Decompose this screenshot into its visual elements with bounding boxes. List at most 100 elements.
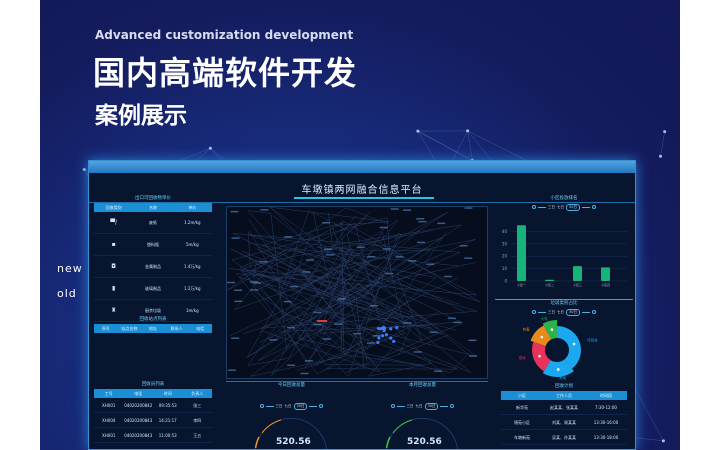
- metal-icon: ◘: [111, 263, 117, 270]
- map-place-label: [284, 236, 293, 238]
- toggle-3day[interactable]: 三日: [548, 204, 556, 209]
- toggle-30day[interactable]: 30日: [424, 402, 439, 410]
- toggle-30day[interactable]: 30日: [566, 308, 580, 316]
- dashboard-header: 车墩镇两网融合信息平台: [89, 173, 635, 203]
- bar-chart-title: 小区投放排名: [550, 196, 578, 201]
- map-place-label: [434, 370, 443, 372]
- segment-marker: [550, 328, 554, 331]
- map-road: [233, 218, 368, 363]
- table-row: ♜ 厨余垃圾 1m/kg: [94, 300, 212, 322]
- map-road: [242, 212, 462, 335]
- header-cell: 电话: [196, 326, 205, 331]
- map-road: [240, 232, 457, 377]
- header-cell: 序号: [101, 326, 110, 331]
- station-marker[interactable]: [389, 336, 393, 340]
- hero-background: Advanced customization development 国内高端软…: [40, 0, 680, 450]
- map-place-label: [426, 263, 435, 266]
- toggle-3day[interactable]: 三日: [548, 309, 556, 314]
- map-place-label: [469, 355, 478, 357]
- dashboard-title: 车墩镇两网融合信息平台: [301, 185, 423, 196]
- station-marker[interactable]: [376, 340, 380, 344]
- map-place-label: [326, 254, 335, 256]
- gauges-panel: 今日回收总量 三日 七日 30日 520.56 本月回收总量 三日 七日 30日 520.56: [226, 381, 488, 449]
- bar-chart-range-toggle[interactable]: 三日 七日 30日: [495, 203, 633, 211]
- toggle-7day[interactable]: 七日: [284, 403, 292, 408]
- donut-segment: [530, 325, 552, 347]
- map-place-label: [429, 331, 438, 334]
- bar-chart-panel: 小区投放排名 三日 七日 30日 0 10 20 30 40 小区一 小区二 小区三 小区四: [495, 195, 633, 299]
- table-row: 新华苑 赵某某、张某某 7:30-12:00: [501, 400, 627, 415]
- table-cell: 04020200843: [124, 418, 153, 423]
- paper-icon: ▀/: [110, 219, 117, 226]
- map-place-label: [337, 298, 346, 300]
- map-place-label: [269, 339, 278, 341]
- gauge-range-toggle[interactable]: 三日 七日 30日: [357, 402, 488, 410]
- map-place-label: [305, 259, 314, 261]
- station-marker[interactable]: [380, 334, 385, 338]
- item-name: 金属制品: [144, 264, 161, 269]
- map-place-label: [250, 289, 259, 291]
- toggle-3day[interactable]: 三日: [406, 403, 414, 408]
- map-road: [247, 210, 447, 350]
- map-place-label: [367, 256, 376, 258]
- donut-label: 厨余: [519, 355, 527, 360]
- map-view[interactable]: [226, 206, 488, 379]
- header-cell: 时间段: [600, 393, 612, 398]
- side-label-old: old: [57, 287, 77, 300]
- gauge-arc: [254, 417, 328, 449]
- gauge-title: 本月回收总量: [409, 383, 436, 388]
- map-place-label: [230, 210, 239, 213]
- toggle-3day[interactable]: 三日: [275, 403, 283, 408]
- header-cell: 地址: [148, 326, 157, 331]
- map-place-label: [453, 321, 462, 324]
- segment-marker: [556, 368, 560, 371]
- map-road: [239, 248, 458, 375]
- map-road: [241, 231, 365, 369]
- station-marker[interactable]: [392, 339, 396, 344]
- map-place-label: [403, 322, 412, 324]
- gauge-range-toggle[interactable]: 三日 七日 30日: [226, 402, 357, 410]
- toggle-30day[interactable]: 30日: [293, 402, 308, 410]
- station-marker[interactable]: [384, 333, 388, 337]
- x-tick-label: 小区三: [573, 282, 582, 287]
- map-place-label: [395, 256, 404, 258]
- map-place-label: [464, 207, 473, 209]
- donut-range-toggle[interactable]: 三日 七日 30日: [495, 308, 633, 316]
- toggle-7day[interactable]: 七日: [557, 309, 565, 314]
- map-place-label: [416, 218, 425, 220]
- plan-table-title: 回收计划: [555, 384, 573, 389]
- header-cell: 小区: [518, 393, 526, 398]
- station-marker[interactable]: [377, 336, 381, 340]
- header-cell: 回收类别: [105, 205, 122, 210]
- station-marker[interactable]: [376, 326, 381, 331]
- map-road: [249, 221, 424, 366]
- station-marker[interactable]: [382, 325, 386, 329]
- gauge-value: 520.56: [407, 437, 442, 447]
- map-place-label: [234, 289, 243, 291]
- map-road: [287, 237, 443, 363]
- map-place-label: [382, 248, 391, 250]
- map-place-label: [322, 338, 331, 340]
- y-tick-label: 40: [502, 229, 508, 234]
- map-place-label: [379, 226, 388, 229]
- table-cell: 14:21:17: [158, 418, 177, 423]
- plan-table-header: 小区 工作人员 时间段: [501, 391, 627, 400]
- map-place-label: [403, 209, 412, 211]
- station-marker[interactable]: [395, 325, 399, 330]
- table-cell: 王五: [193, 433, 202, 438]
- bottle-icon: ▪: [111, 241, 116, 248]
- item-price: 1.4万/kg: [184, 264, 201, 269]
- map-place-label: [468, 339, 477, 342]
- toggle-7day[interactable]: 七日: [415, 403, 423, 408]
- station-marker[interactable]: [382, 328, 386, 333]
- table-cell: 李四: [193, 418, 202, 423]
- price-table-header: 回收类别 名称 单价: [94, 203, 212, 212]
- table-row: ▪ 塑料瓶 5m/kg: [94, 234, 212, 256]
- toggle-30day[interactable]: 30日: [566, 203, 580, 211]
- x-tick-label: 小区四: [601, 282, 610, 287]
- map-place-label: [290, 285, 299, 288]
- table-cell: 新华苑: [516, 405, 528, 410]
- station-marker[interactable]: [389, 327, 393, 331]
- map-road: [230, 230, 405, 370]
- toggle-7day[interactable]: 七日: [557, 204, 565, 209]
